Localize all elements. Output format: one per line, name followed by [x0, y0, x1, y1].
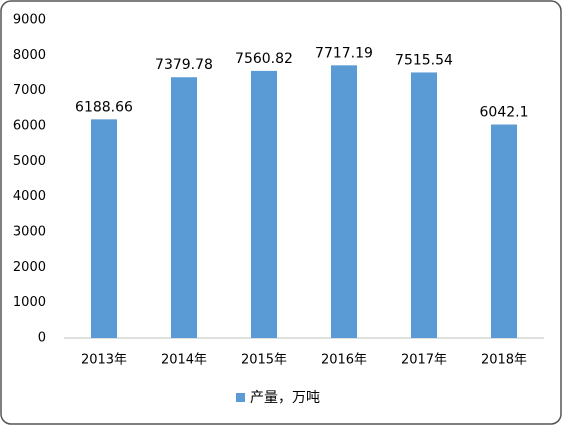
x-tick-label: 2015年 — [241, 353, 287, 368]
y-tick-label: 7000 — [13, 83, 46, 98]
x-tick-label: 2014年 — [161, 353, 207, 368]
data-label: 7560.82 — [235, 51, 293, 67]
x-tick-label: 2017年 — [401, 353, 447, 368]
bar — [91, 119, 117, 338]
y-tick-label: 3000 — [13, 225, 46, 240]
bar — [331, 65, 357, 338]
bar — [491, 124, 517, 338]
x-tick-label: 2018年 — [481, 353, 527, 368]
y-tick-label: 6000 — [13, 119, 46, 134]
y-tick-label: 9000 — [13, 13, 46, 28]
y-tick-label: 4000 — [13, 189, 46, 204]
bar — [411, 72, 437, 338]
x-tick-label: 2016年 — [321, 353, 367, 368]
data-label: 6188.66 — [75, 99, 133, 115]
y-tick-label: 2000 — [13, 260, 46, 275]
x-tick-label: 2013年 — [81, 353, 127, 368]
data-label: 7515.54 — [395, 52, 453, 68]
y-tick-label: 8000 — [13, 48, 46, 63]
legend-label: 产量，万吨 — [250, 390, 320, 406]
bar — [251, 70, 277, 339]
y-tick-label: 1000 — [13, 295, 46, 310]
data-label: 6042.1 — [480, 105, 529, 121]
y-tick-label: 0 — [38, 331, 46, 346]
y-tick-label: 5000 — [13, 154, 46, 169]
bar — [171, 77, 197, 338]
legend-swatch — [236, 393, 245, 402]
data-label: 7379.78 — [155, 57, 213, 73]
data-label: 7717.19 — [315, 45, 373, 61]
